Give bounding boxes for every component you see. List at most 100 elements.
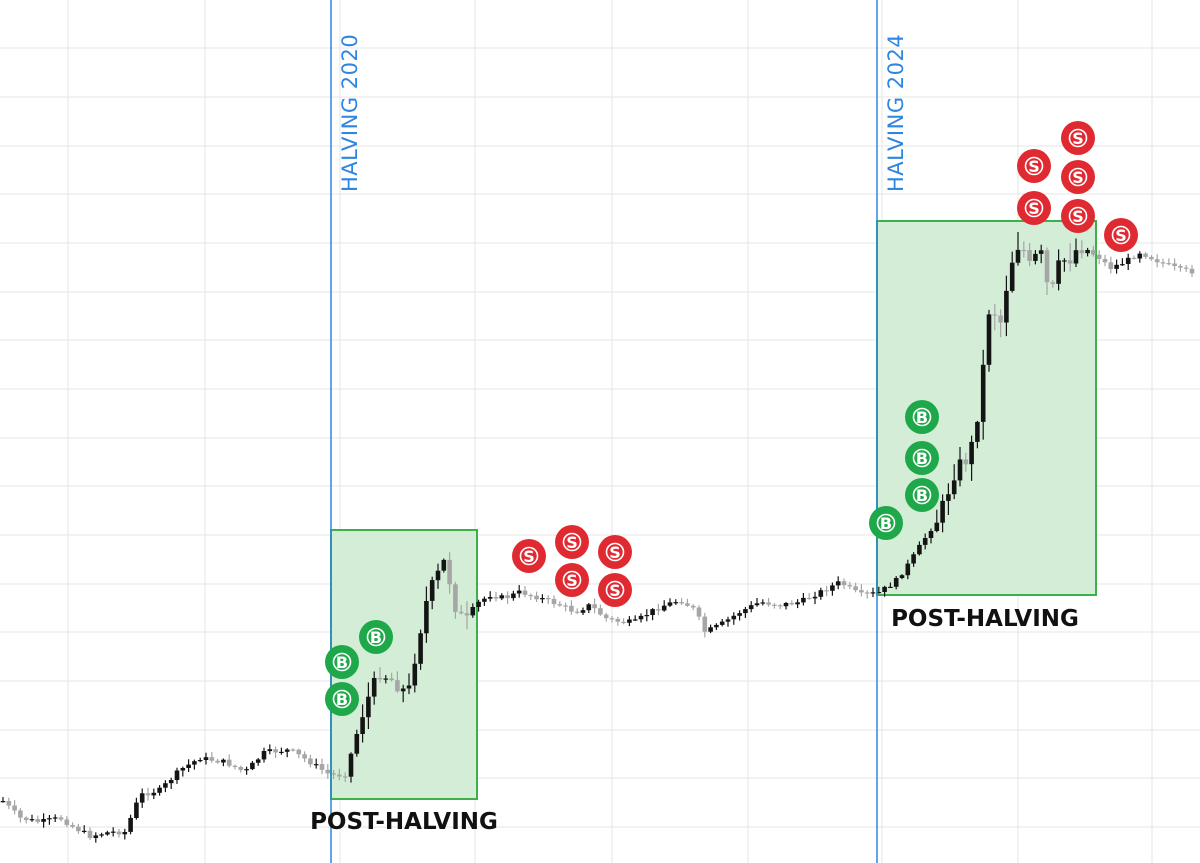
candle-body [93, 835, 99, 838]
halving-label-2: HALVING 2024 [884, 34, 908, 192]
candle-17 [99, 832, 104, 838]
candle-101 [586, 603, 592, 613]
candle-190 [1102, 254, 1108, 267]
candle-117 [679, 598, 684, 605]
candle-body [499, 595, 505, 599]
candle-body [946, 494, 951, 501]
sell-signal-ring [1068, 128, 1088, 148]
sell-signal-2: S [598, 535, 632, 569]
buy-signal-2: B [325, 682, 359, 716]
candle-body [806, 597, 812, 600]
candle-body [685, 603, 690, 606]
candle-body [1120, 264, 1125, 266]
sell-signal-letter: S [1072, 129, 1084, 148]
sell-signal-circle [555, 563, 589, 597]
candle-body [1102, 259, 1108, 263]
candle-body [145, 793, 151, 796]
candle-body [337, 774, 342, 777]
candle-body [853, 586, 858, 591]
candle-body [673, 602, 679, 604]
candle-body [1143, 253, 1148, 257]
candle-160 [928, 528, 934, 544]
candle-130 [754, 598, 760, 607]
candle-132 [766, 597, 771, 607]
candle-body [76, 826, 81, 832]
candle-86 [499, 593, 505, 601]
sell-signal-letter: S [1028, 157, 1040, 176]
candle-47 [273, 746, 278, 758]
sell-signal-circle [512, 539, 546, 573]
candle-body [221, 759, 226, 763]
candle-193 [1120, 258, 1125, 266]
candle-body [296, 749, 302, 755]
sell-signal-circle [1061, 199, 1095, 233]
candle-body [1062, 260, 1067, 262]
candle-143 [830, 582, 835, 596]
candle-body [992, 314, 998, 316]
sell-signal-circle [555, 525, 589, 559]
sell-signal-circle [598, 535, 632, 569]
candle-body [1050, 282, 1056, 284]
buy-signal-ring [366, 627, 386, 647]
candle-body [377, 678, 383, 680]
candle-body [905, 563, 911, 576]
buy-signal-letter: B [916, 408, 928, 427]
candle-body [1178, 266, 1183, 268]
candle-body [151, 792, 157, 796]
candle-body [400, 688, 406, 692]
candle-body [661, 605, 667, 611]
candle-120 [696, 605, 702, 621]
candle-body [458, 611, 464, 614]
candle-body [313, 764, 319, 766]
candle-3 [18, 808, 23, 823]
sell-signal-letter: S [566, 571, 578, 590]
candle-118 [685, 598, 690, 607]
candle-body [1044, 250, 1050, 283]
candle-186 [1079, 240, 1085, 259]
buy-signal-circle [905, 400, 939, 434]
sell-signal-letter: S [566, 533, 578, 552]
candle-body [6, 801, 12, 806]
sell-signal-ring [1024, 156, 1044, 176]
candle-30 [174, 767, 180, 784]
candle-body [250, 762, 255, 770]
buy-signal-ring [912, 485, 932, 505]
candle-body [12, 805, 17, 811]
candle-181 [1050, 280, 1056, 288]
candle-188 [1091, 245, 1096, 257]
candle-49 [284, 748, 290, 758]
candle-body [424, 601, 429, 634]
candle-70 [406, 673, 412, 695]
candle-body [342, 776, 348, 778]
candle-80 [464, 601, 470, 630]
sell-signal-ring [605, 580, 625, 600]
candle-8 [47, 815, 52, 825]
candle-body [644, 615, 650, 617]
candle-body [679, 602, 684, 604]
candle-body [134, 802, 139, 818]
candle-73 [424, 586, 429, 643]
candle-body [279, 751, 284, 753]
candle-body [331, 773, 336, 775]
candle-body [627, 619, 632, 623]
candle-157 [911, 552, 916, 567]
candle-158 [917, 541, 922, 556]
candle-31 [180, 766, 186, 777]
candle-body [41, 819, 46, 822]
candle-body [482, 598, 487, 602]
candle-6 [35, 815, 41, 824]
candle-body [847, 585, 853, 587]
candle-body [957, 459, 963, 481]
buy-signal-circle [869, 506, 903, 540]
candle-66 [383, 675, 389, 684]
candle-body [760, 602, 766, 604]
candle-89 [516, 585, 522, 598]
candle-133 [772, 603, 777, 609]
candle-69 [400, 684, 406, 703]
candle-body [563, 605, 568, 607]
candle-26 [151, 788, 157, 800]
candle-107 [621, 618, 626, 625]
candle-169 [980, 349, 986, 440]
candle-body [1131, 257, 1137, 259]
candle-body [180, 768, 186, 771]
